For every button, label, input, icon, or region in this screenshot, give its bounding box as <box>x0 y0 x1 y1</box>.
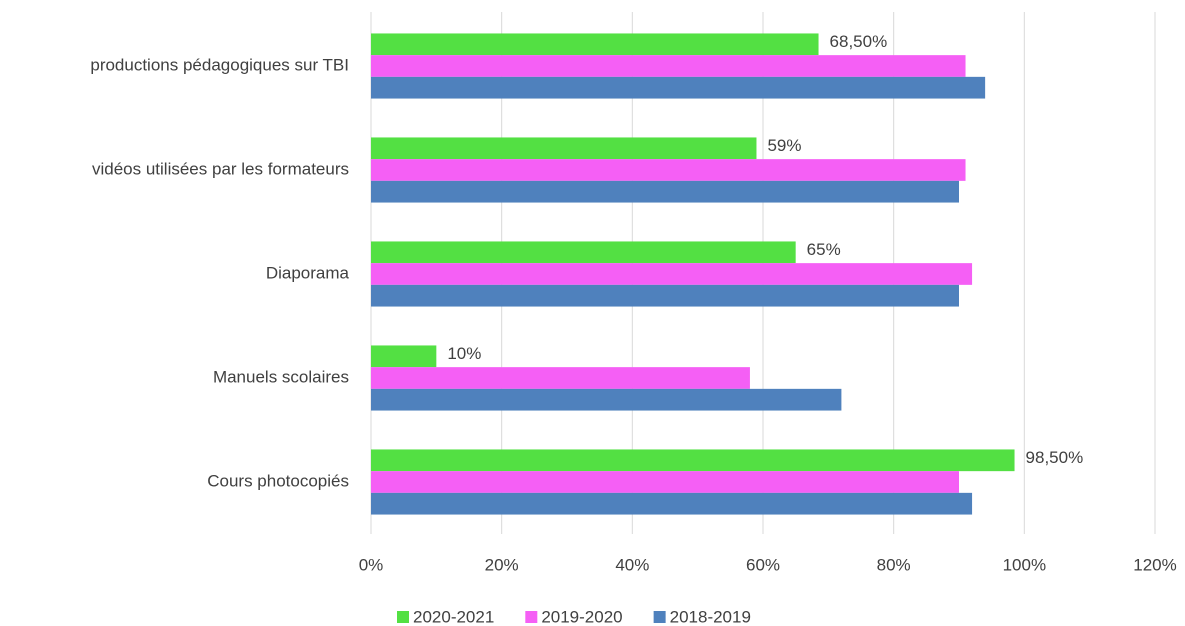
x-tick-label: 120% <box>1133 555 1176 574</box>
data-label: 68,50% <box>830 32 888 51</box>
bar <box>371 449 1015 472</box>
bar <box>371 241 796 264</box>
bar <box>371 33 819 56</box>
y-tick-label: Cours photocopiés <box>207 471 349 490</box>
data-label: 65% <box>807 240 841 259</box>
bar <box>371 388 842 411</box>
x-tick-label: 80% <box>877 555 911 574</box>
data-label: 10% <box>447 344 481 363</box>
y-tick-label: Diaporama <box>266 263 350 282</box>
legend-swatch <box>653 611 666 623</box>
data-label: 59% <box>767 136 801 155</box>
x-tick-label: 40% <box>615 555 649 574</box>
bar <box>371 180 959 203</box>
x-tick-label: 0% <box>359 555 384 574</box>
bar <box>371 345 437 368</box>
x-tick-label: 60% <box>746 555 780 574</box>
legend-swatch <box>525 611 538 623</box>
legend-label: 2018-2019 <box>670 607 751 626</box>
bar <box>371 471 959 493</box>
x-tick-label: 20% <box>485 555 519 574</box>
y-tick-label: Manuels scolaires <box>213 367 349 386</box>
bar <box>371 367 750 389</box>
legend-label: 2019-2020 <box>541 607 622 626</box>
bar <box>371 492 973 515</box>
bar <box>371 263 973 285</box>
legend-label: 2020-2021 <box>413 607 494 626</box>
bar <box>371 55 966 77</box>
bar <box>371 284 959 307</box>
bar <box>371 137 757 160</box>
y-tick-label: vidéos utilisées par les formateurs <box>92 159 349 178</box>
legend-swatch <box>397 611 409 623</box>
bar <box>371 76 986 99</box>
y-tick-label: productions pédagogiques sur TBI <box>90 55 349 74</box>
bar <box>371 159 966 181</box>
x-tick-label: 100% <box>1003 555 1046 574</box>
data-label: 98,50% <box>1026 448 1084 467</box>
